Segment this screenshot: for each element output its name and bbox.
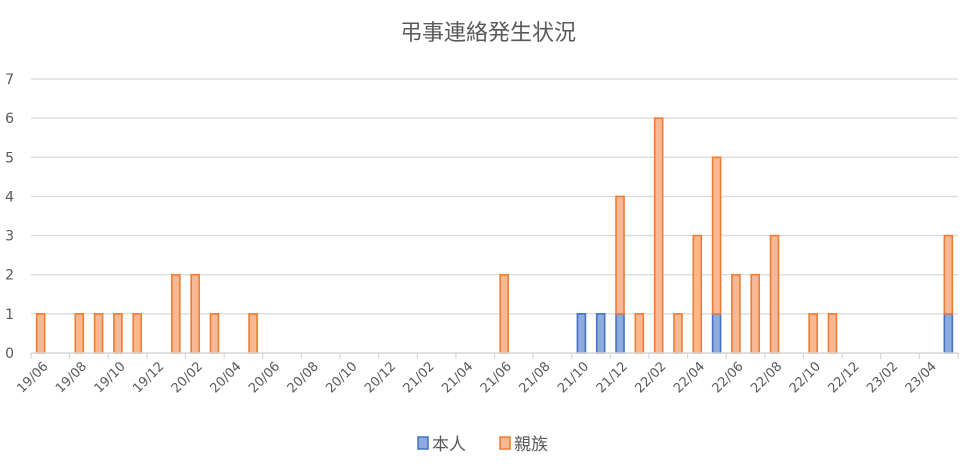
bar-segment — [673, 313, 683, 354]
bar-segment — [499, 273, 509, 354]
legend-item: 親族 — [499, 435, 548, 455]
x-tick-label: 19/06 — [14, 359, 51, 396]
legend-item: 本人 — [417, 435, 466, 455]
bar-segment — [132, 313, 143, 354]
x-tick-label: 21/06 — [478, 359, 515, 396]
x-tick-label: 22/10 — [787, 359, 824, 396]
bar-segment — [576, 313, 587, 354]
x-tick-label: 20/12 — [362, 359, 399, 396]
y-tick-label: 3 — [5, 229, 14, 245]
bar-segment — [248, 313, 258, 354]
bar-segment — [35, 313, 46, 354]
x-tick-label: 23/02 — [864, 359, 901, 396]
bar-segment — [943, 234, 954, 315]
bar-segment — [711, 313, 722, 354]
x-tick-label: 20/06 — [246, 359, 283, 396]
chart-title: 弔事連絡発生状況 — [400, 21, 576, 46]
y-tick-label: 5 — [5, 150, 14, 166]
legend-label: 親族 — [514, 435, 548, 455]
bar-segment — [634, 313, 645, 354]
x-tick-label: 19/08 — [53, 359, 90, 396]
legend-swatch — [499, 436, 511, 450]
x-tick-label: 21/02 — [401, 359, 438, 396]
x-tick-label: 19/12 — [130, 359, 167, 396]
x-tick-label: 22/12 — [826, 359, 863, 396]
bar-segment — [943, 313, 954, 354]
x-tick-label: 21/12 — [594, 359, 631, 396]
y-tick-label: 2 — [5, 268, 14, 284]
legend-label: 本人 — [432, 435, 466, 455]
y-tick-label: 0 — [5, 346, 14, 362]
bar-segment — [74, 313, 85, 354]
bar-segment — [750, 273, 761, 354]
bar-segment — [93, 313, 104, 354]
x-tick-label: 20/04 — [208, 359, 245, 396]
x-tick-label: 20/02 — [169, 359, 206, 396]
bar-segment — [615, 195, 625, 315]
x-tick-label: 20/10 — [323, 359, 360, 396]
y-tick-label: 1 — [5, 307, 14, 323]
bar-segment — [731, 273, 741, 354]
x-tick-label: 22/02 — [632, 359, 669, 396]
x-tick-label: 20/08 — [285, 359, 322, 396]
bar-segment — [190, 273, 200, 354]
x-tick-label: 21/04 — [439, 359, 476, 396]
x-tick-label: 22/04 — [671, 359, 708, 396]
bar-segment — [827, 313, 838, 354]
legend-swatch — [417, 436, 429, 450]
bar-segment — [113, 313, 123, 354]
y-tick-label: 4 — [5, 189, 14, 205]
bar-segment — [209, 313, 220, 354]
bar-segment — [171, 273, 181, 354]
x-tick-label: 21/08 — [517, 359, 554, 396]
x-tick-label: 21/10 — [555, 359, 592, 396]
x-tick-label: 19/10 — [92, 359, 129, 396]
y-tick-label: 6 — [5, 111, 14, 127]
bar-segment — [653, 117, 664, 354]
x-tick-label: 22/08 — [748, 359, 785, 396]
x-tick-label: 23/04 — [903, 359, 940, 396]
y-tick-label: 7 — [5, 72, 14, 88]
bar-segment — [692, 234, 703, 354]
bar-segment — [615, 313, 625, 354]
bar-segment — [595, 313, 606, 354]
bar-segment — [711, 156, 722, 315]
x-tick-label: 22/06 — [710, 359, 747, 396]
bar-segment — [808, 313, 818, 354]
bar-segment — [769, 234, 780, 354]
